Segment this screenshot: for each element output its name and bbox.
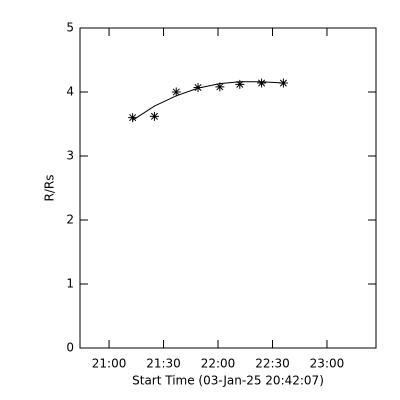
data-point — [193, 83, 203, 93]
y-tick-label: 4 — [66, 85, 74, 99]
fit-line — [132, 81, 284, 121]
data-point — [215, 82, 225, 92]
data-point — [235, 79, 245, 89]
data-point — [149, 111, 159, 121]
x-tick-label: 21:00 — [92, 357, 127, 371]
data-point — [257, 78, 267, 88]
data-point — [171, 87, 181, 97]
y-axis-label: R/Rs — [43, 175, 57, 202]
plot-frame — [79, 27, 377, 349]
data-point — [128, 113, 138, 123]
x-tick-label: 22:00 — [201, 357, 236, 371]
y-tick-label: 5 — [66, 21, 74, 35]
x-tick-label: 22:30 — [255, 357, 290, 371]
y-tick-label: 3 — [66, 149, 74, 163]
x-tick-label: 21:30 — [146, 357, 181, 371]
x-tick-label: 23:00 — [310, 357, 345, 371]
x-axis-label: Start Time (03-Jan-25 20:42:07) — [132, 374, 324, 388]
y-tick-label: 2 — [66, 213, 74, 227]
y-tick-label: 0 — [66, 341, 74, 355]
data-point — [278, 78, 288, 88]
y-tick-label: 1 — [66, 277, 74, 291]
